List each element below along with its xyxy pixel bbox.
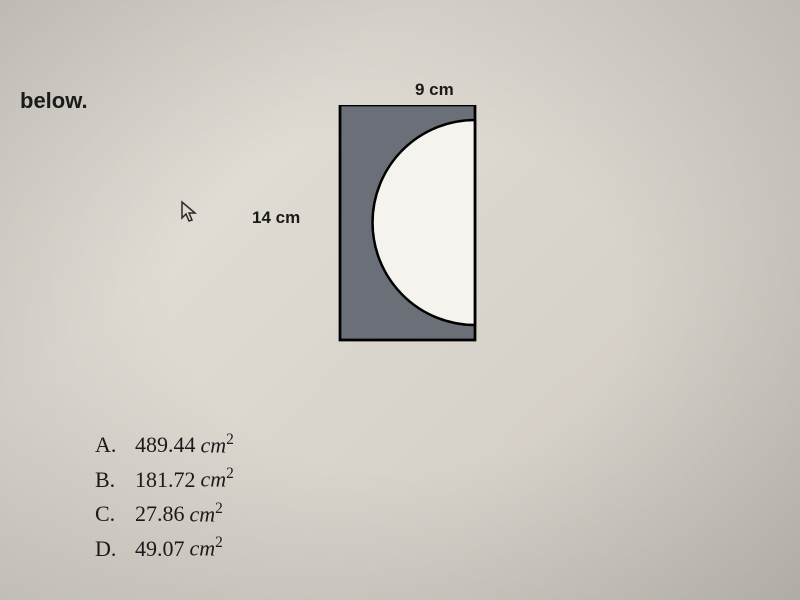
answer-value: 49.07 xyxy=(135,532,185,566)
answer-unit: cm2 xyxy=(190,531,223,565)
mouse-cursor-icon xyxy=(180,200,200,225)
answer-letter: C. xyxy=(95,497,135,531)
answer-unit: cm2 xyxy=(201,462,234,496)
rectangle-semicircle-figure xyxy=(310,105,510,365)
answer-value: 489.44 xyxy=(135,428,196,462)
geometry-diagram: 9 cm 14 cm xyxy=(280,80,580,380)
answer-option-d: D. 49.07 cm2 xyxy=(95,531,234,565)
answer-letter: A. xyxy=(95,428,135,462)
answer-choices: A. 489.44 cm2 B. 181.72 cm2 C. 27.86 cm2… xyxy=(95,428,234,566)
answer-unit: cm2 xyxy=(201,428,234,462)
question-text-fragment: below. xyxy=(20,88,88,114)
height-dimension-label: 14 cm xyxy=(252,208,300,228)
answer-unit: cm2 xyxy=(190,497,223,531)
answer-option-c: C. 27.86 cm2 xyxy=(95,497,234,531)
answer-letter: D. xyxy=(95,532,135,566)
answer-letter: B. xyxy=(95,463,135,497)
answer-option-b: B. 181.72 cm2 xyxy=(95,462,234,496)
answer-value: 27.86 xyxy=(135,497,185,531)
answer-value: 181.72 xyxy=(135,463,196,497)
answer-option-a: A. 489.44 cm2 xyxy=(95,428,234,462)
width-dimension-label: 9 cm xyxy=(415,80,454,100)
